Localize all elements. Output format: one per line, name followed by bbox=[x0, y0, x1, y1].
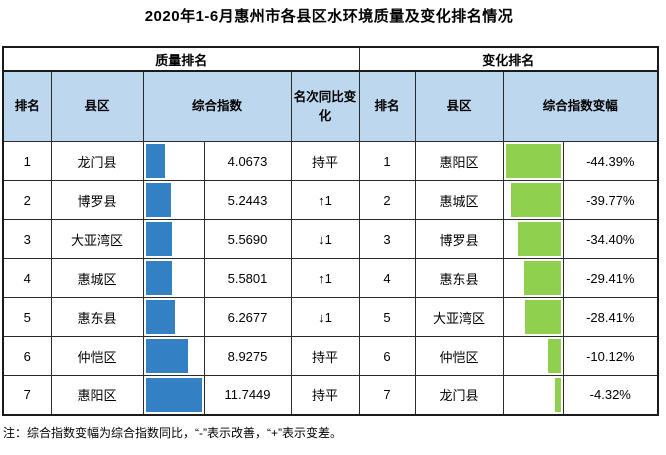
quality-rank: 1 bbox=[2, 141, 52, 181]
quality-rank-change: 持平 bbox=[290, 375, 360, 415]
quality-district: 龙门县 bbox=[50, 141, 144, 181]
change-delta-value: -29.41% bbox=[562, 258, 659, 298]
section-header-row: 质量排名 变化排名 bbox=[2, 46, 659, 72]
index-data-bar bbox=[145, 300, 176, 334]
change-rank: 4 bbox=[358, 258, 416, 298]
quality-rank: 7 bbox=[2, 375, 52, 415]
quality-rank: 4 bbox=[2, 258, 52, 298]
quality-district: 大亚湾区 bbox=[50, 219, 144, 259]
page-title: 2020年1-6月惠州市各县区水环境质量及变化排名情况 bbox=[144, 8, 514, 25]
change-delta-value: -28.41% bbox=[562, 297, 659, 337]
quality-rank: 3 bbox=[2, 219, 52, 259]
index-data-bar bbox=[145, 261, 173, 295]
quality-rank-change: ↓1 bbox=[290, 297, 360, 337]
change-delta-bar-cell bbox=[502, 180, 564, 220]
change-delta-bar-cell bbox=[502, 375, 564, 415]
change-delta-header: 综合指数变幅 bbox=[502, 70, 659, 142]
quality-index-value: 5.5690 bbox=[203, 219, 292, 259]
quality-index-bar-cell bbox=[142, 141, 205, 181]
quality-district: 惠阳区 bbox=[50, 375, 144, 415]
change-delta-bar-cell bbox=[502, 141, 564, 181]
change-district: 惠城区 bbox=[414, 180, 504, 220]
quality-district: 惠东县 bbox=[50, 297, 144, 337]
change-rank: 1 bbox=[358, 141, 416, 181]
quality-rank-change: ↑1 bbox=[290, 258, 360, 298]
quality-index-header: 综合指数 bbox=[142, 70, 292, 142]
quality-index-bar-cell bbox=[142, 297, 205, 337]
quality-index-value: 11.7449 bbox=[203, 375, 292, 415]
quality-rank: 2 bbox=[2, 180, 52, 220]
delta-data-bar bbox=[517, 222, 561, 256]
index-data-bar bbox=[145, 144, 165, 178]
quality-rank-change: ↑1 bbox=[290, 180, 360, 220]
quality-index-value: 5.2443 bbox=[203, 180, 292, 220]
change-district-header: 县区 bbox=[414, 70, 504, 142]
quality-rank-change-header: 名次同比变化 bbox=[290, 70, 360, 142]
change-delta-value: -39.77% bbox=[562, 180, 659, 220]
change-district: 博罗县 bbox=[414, 219, 504, 259]
table-row: 7 惠阳区 11.7449 持平 7 龙门县 -4.32% bbox=[2, 375, 659, 415]
quality-district: 仲恺区 bbox=[50, 336, 144, 376]
change-delta-bar-cell bbox=[502, 258, 564, 298]
change-district: 仲恺区 bbox=[414, 336, 504, 376]
change-delta-value: -4.32% bbox=[562, 375, 659, 415]
change-rank: 2 bbox=[358, 180, 416, 220]
quality-index-value: 6.2677 bbox=[203, 297, 292, 337]
quality-index-bar-cell bbox=[142, 375, 205, 415]
quality-index-value: 5.5801 bbox=[203, 258, 292, 298]
quality-district-header: 县区 bbox=[50, 70, 144, 142]
change-district: 惠东县 bbox=[414, 258, 504, 298]
change-rank: 6 bbox=[358, 336, 416, 376]
change-rank: 5 bbox=[358, 297, 416, 337]
quality-rank-header: 排名 bbox=[2, 70, 52, 142]
ranking-table: 质量排名 变化排名 排名 县区 综合指数 名次同比变化 排名 县区 综合指数变幅… bbox=[2, 46, 660, 416]
change-delta-value: -10.12% bbox=[562, 336, 659, 376]
change-delta-value: -34.40% bbox=[562, 219, 659, 259]
table-row: 1 龙门县 4.0673 持平 1 惠阳区 -44.39% bbox=[2, 141, 659, 181]
change-district: 大亚湾区 bbox=[414, 297, 504, 337]
quality-index-bar-cell bbox=[142, 180, 205, 220]
change-delta-bar-cell bbox=[502, 336, 564, 376]
change-rank-header: 排名 bbox=[358, 70, 416, 142]
quality-rank-change: ↓1 bbox=[290, 219, 360, 259]
delta-data-bar bbox=[547, 339, 561, 373]
index-data-bar bbox=[145, 222, 173, 256]
quality-district: 博罗县 bbox=[50, 180, 144, 220]
table-row: 4 惠城区 5.5801 ↑1 4 惠东县 -29.41% bbox=[2, 258, 659, 298]
index-data-bar bbox=[145, 339, 189, 373]
column-header-row: 排名 县区 综合指数 名次同比变化 排名 县区 综合指数变幅 bbox=[2, 70, 659, 142]
quality-index-value: 8.9275 bbox=[203, 336, 292, 376]
delta-data-bar bbox=[511, 183, 561, 217]
table-row: 2 博罗县 5.2443 ↑1 2 惠城区 -39.77% bbox=[2, 180, 659, 220]
delta-data-bar bbox=[555, 377, 561, 412]
change-rank: 7 bbox=[358, 375, 416, 415]
quality-index-bar-cell bbox=[142, 336, 205, 376]
quality-index-bar-cell bbox=[142, 219, 205, 259]
footnote: 注：综合指数变幅为综合指数同比，“-”表示改善，“+”表示变差。 bbox=[3, 425, 342, 440]
change-district: 龙门县 bbox=[414, 375, 504, 415]
change-delta-value: -44.39% bbox=[562, 141, 659, 181]
change-district: 惠阳区 bbox=[414, 141, 504, 181]
index-data-bar bbox=[145, 183, 171, 217]
quality-district: 惠城区 bbox=[50, 258, 144, 298]
change-rank: 3 bbox=[358, 219, 416, 259]
quality-rank-change: 持平 bbox=[290, 336, 360, 376]
quality-rank-change: 持平 bbox=[290, 141, 360, 181]
quality-index-value: 4.0673 bbox=[203, 141, 292, 181]
change-delta-bar-cell bbox=[502, 297, 564, 337]
quality-index-bar-cell bbox=[142, 258, 205, 298]
change-delta-bar-cell bbox=[502, 219, 564, 259]
delta-data-bar bbox=[525, 300, 561, 334]
index-data-bar bbox=[145, 377, 202, 412]
quality-rank: 6 bbox=[2, 336, 52, 376]
table-row: 5 惠东县 6.2677 ↓1 5 大亚湾区 -28.41% bbox=[2, 297, 659, 337]
delta-data-bar bbox=[505, 144, 561, 178]
change-section-header: 变化排名 bbox=[358, 46, 659, 72]
quality-rank: 5 bbox=[2, 297, 52, 337]
quality-section-header: 质量排名 bbox=[2, 46, 360, 72]
table-row: 3 大亚湾区 5.5690 ↓1 3 博罗县 -34.40% bbox=[2, 219, 659, 259]
table-row: 6 仲恺区 8.9275 持平 6 仲恺区 -10.12% bbox=[2, 336, 659, 376]
delta-data-bar bbox=[524, 261, 561, 295]
